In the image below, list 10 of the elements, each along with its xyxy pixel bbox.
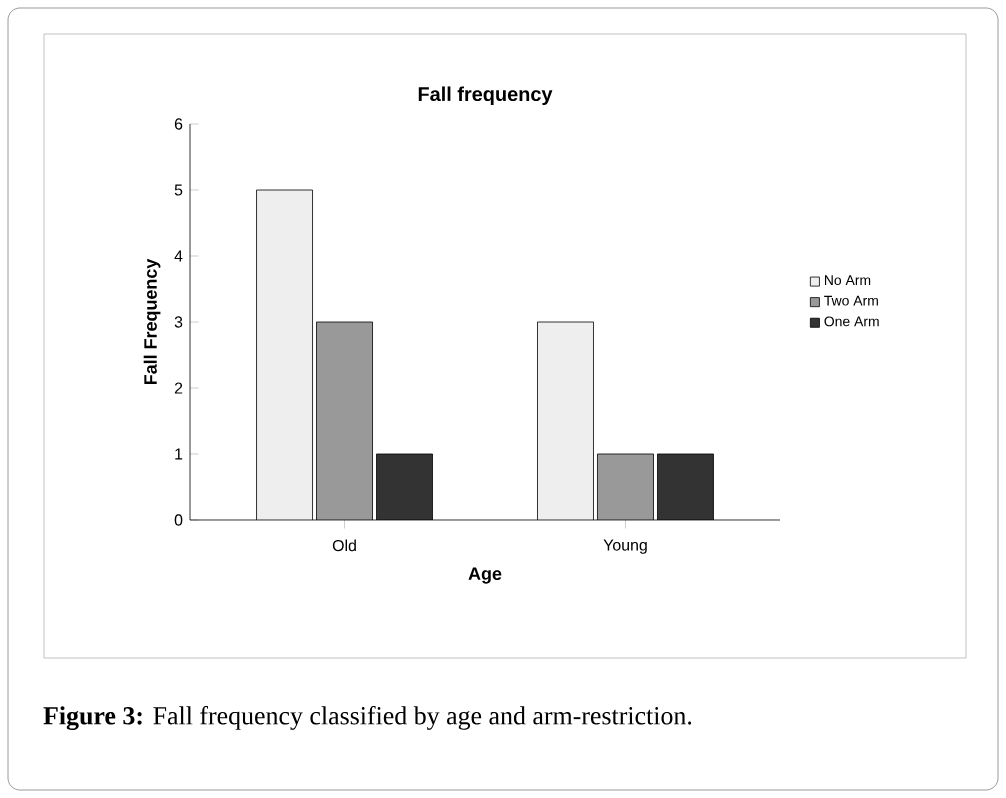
bar [316, 322, 373, 520]
bar [657, 453, 714, 520]
y-axis-title: Fall Frequency [143, 258, 161, 385]
text: Figure 3: Fall frequency classified by age and arm-restriction. [43, 706, 692, 730]
chart-title: Fall frequency [418, 86, 553, 105]
bar [376, 454, 433, 520]
bar [256, 190, 313, 520]
x-axis-title: Age [468, 567, 502, 584]
bar [597, 453, 654, 520]
bar [537, 321, 594, 520]
